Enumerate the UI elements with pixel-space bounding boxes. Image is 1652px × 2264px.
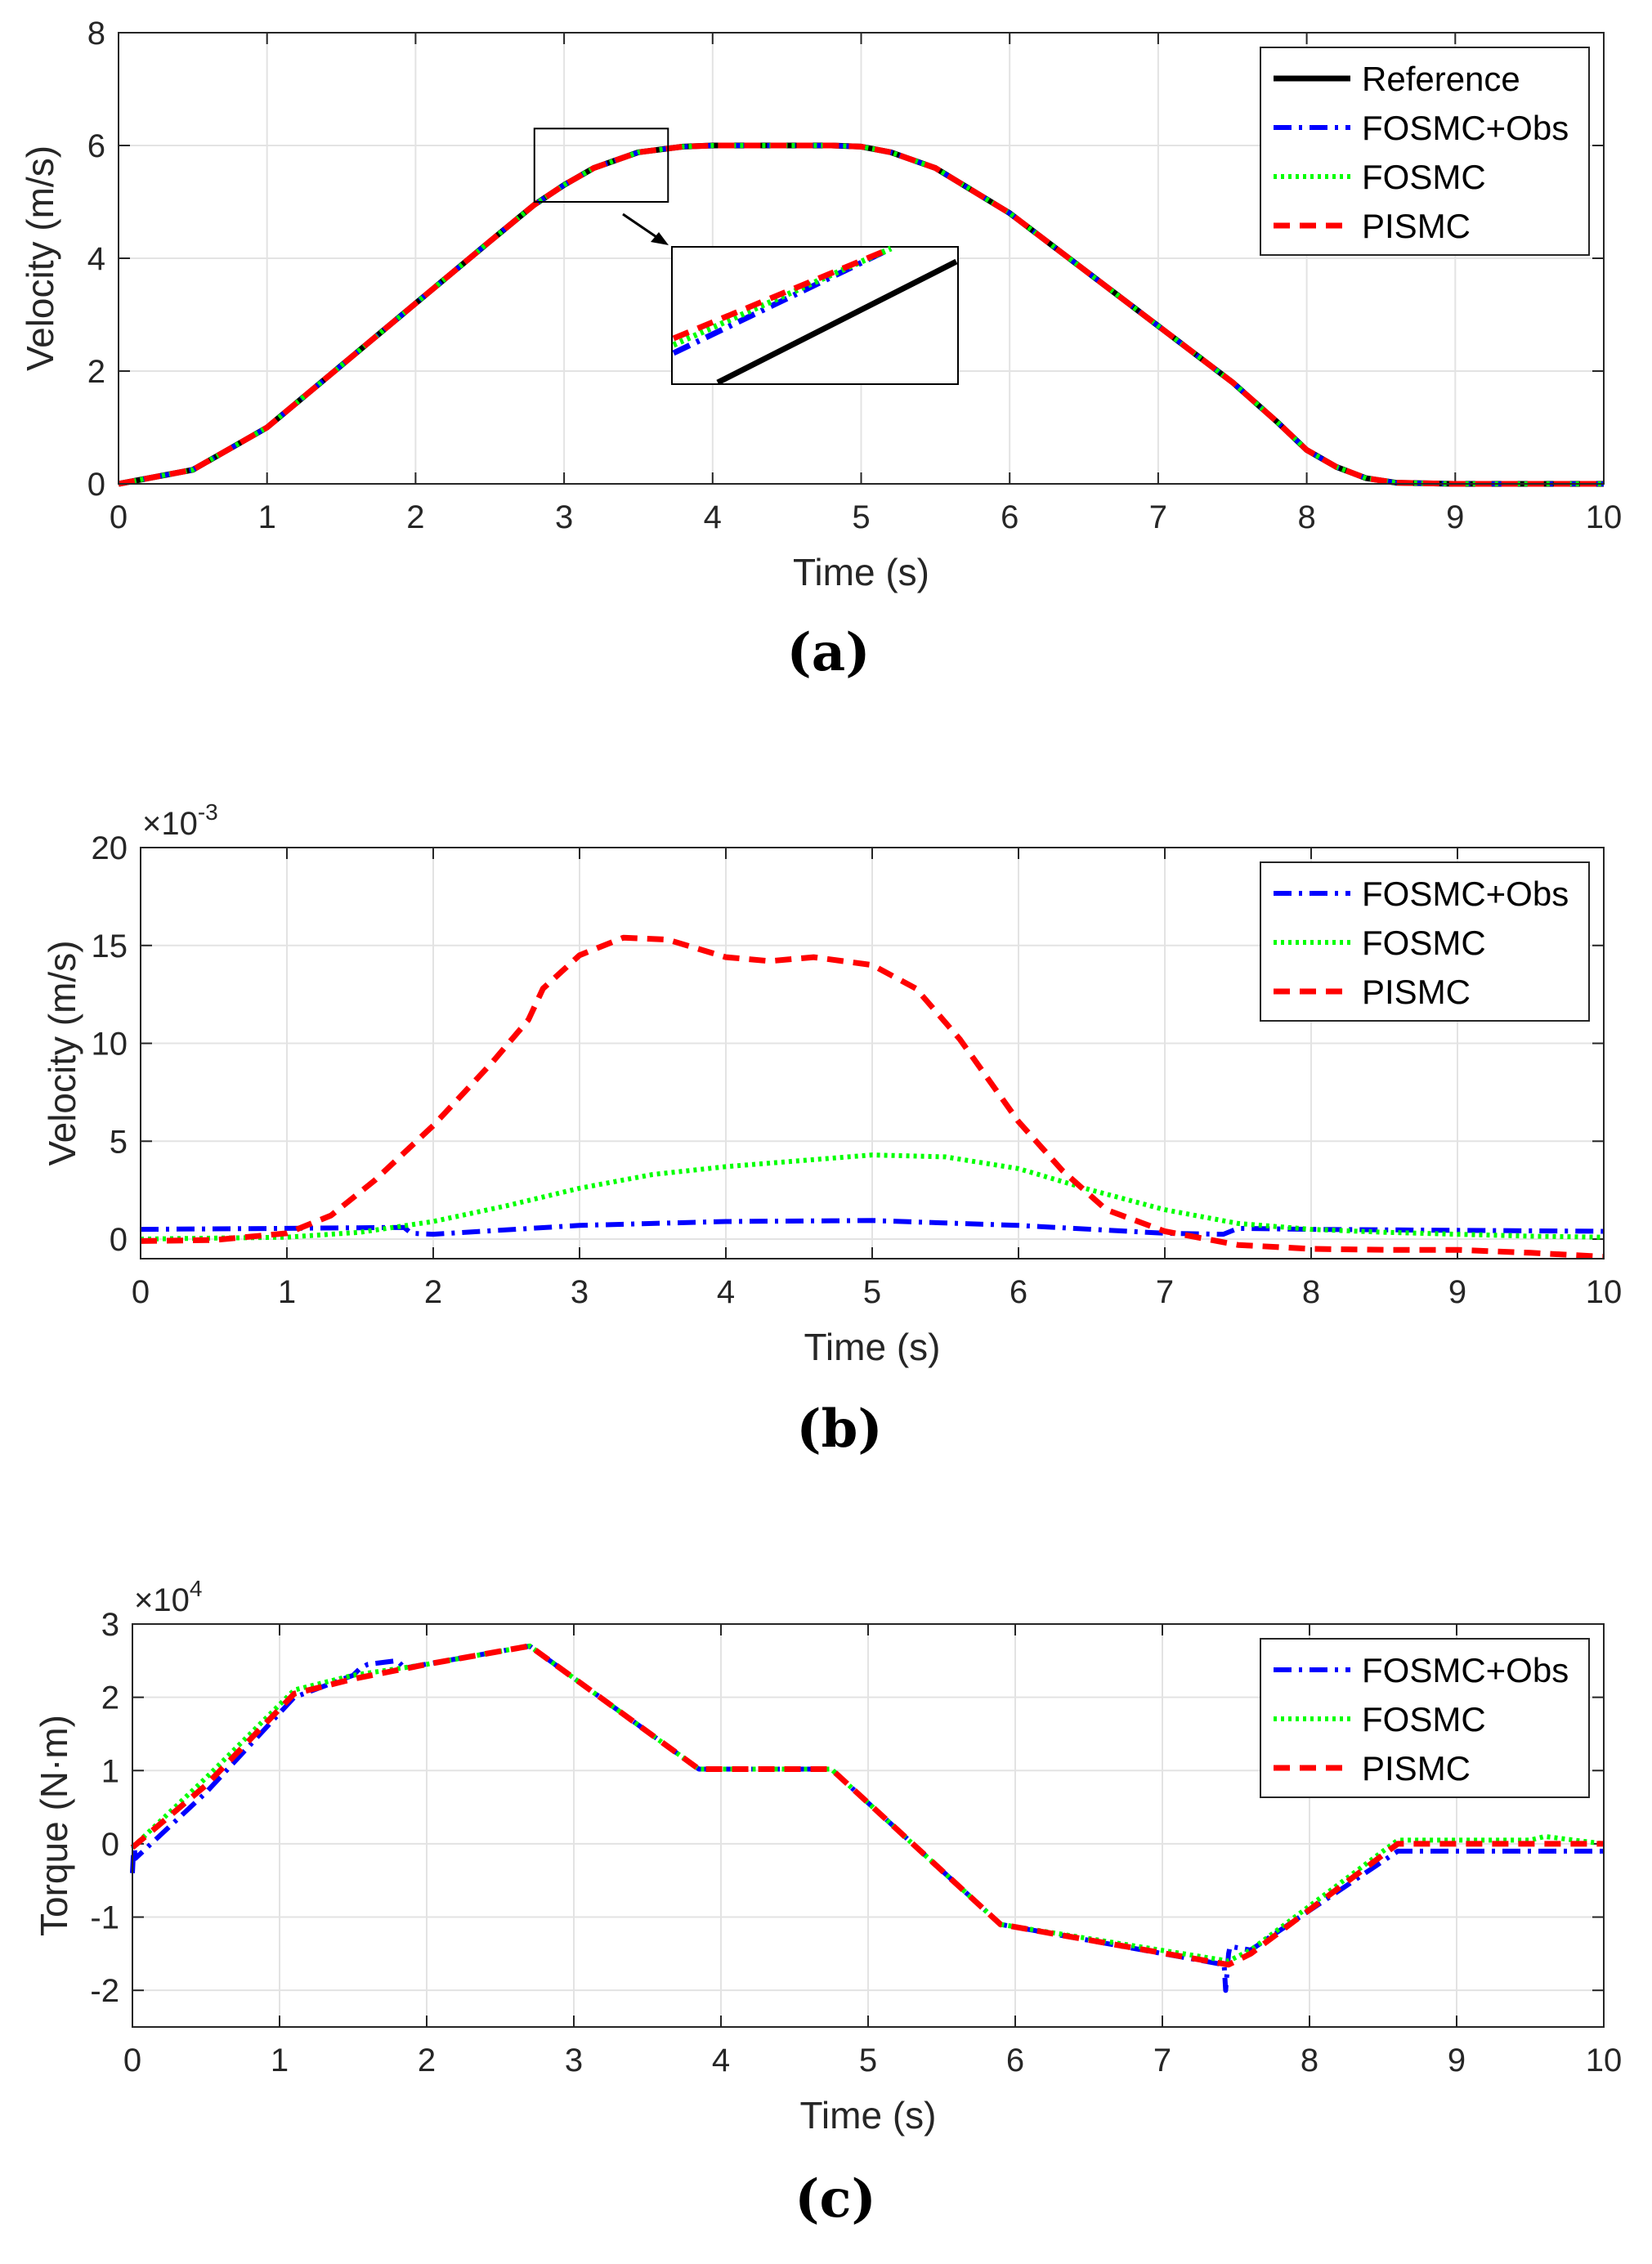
legend-label: FOSMC xyxy=(1362,924,1486,962)
zoom-source-box xyxy=(533,128,669,203)
legend-label: FOSMC+Obs xyxy=(1362,109,1569,147)
y-tick-label: 6 xyxy=(87,128,105,164)
legend-label: PISMC xyxy=(1362,207,1471,245)
y-tick-label: -2 xyxy=(90,1973,119,2009)
x-tick-label: 1 xyxy=(271,2043,289,2078)
y-tick-label: 1 xyxy=(101,1753,119,1789)
y-tick-label: 8 xyxy=(87,16,105,51)
figure-caption: (b) xyxy=(796,1398,882,1460)
y-tick-label: 4 xyxy=(87,241,105,277)
series-pismc xyxy=(140,934,1605,1260)
x-tick-label: 8 xyxy=(1301,2043,1318,2078)
x-tick-label: 10 xyxy=(1586,2043,1623,2078)
x-tick-label: 9 xyxy=(1446,499,1464,535)
x-axis-label: Time (s) xyxy=(793,551,929,593)
x-tick-label: 10 xyxy=(1586,1274,1623,1310)
y-tick-label: 2 xyxy=(87,354,105,390)
x-tick-label: 4 xyxy=(717,1274,735,1310)
y-axis-label: Velocity (m/s) xyxy=(19,145,61,371)
y-tick-label: 3 xyxy=(101,1607,119,1643)
zoom-arrow-head xyxy=(651,232,669,245)
x-tick-label: 7 xyxy=(1156,1274,1174,1310)
legend-box xyxy=(1260,1638,1590,1798)
x-tick-label: 9 xyxy=(1448,1274,1466,1310)
legend-label: PISMC xyxy=(1362,973,1471,1011)
y-axis-label: Velocity (m/s) xyxy=(41,940,83,1166)
x-tick-label: 4 xyxy=(704,499,722,535)
y-tick-label: -1 xyxy=(90,1900,119,1936)
x-tick-label: 9 xyxy=(1448,2043,1466,2078)
x-tick-label: 2 xyxy=(418,2043,436,2078)
x-axis-label: Time (s) xyxy=(800,2094,937,2136)
x-tick-label: 1 xyxy=(258,499,276,535)
series-fosmc-obs xyxy=(130,1643,1604,1993)
x-axis-label: Time (s) xyxy=(804,1326,941,1368)
x-tick-label: 4 xyxy=(712,2043,730,2078)
legend-label: FOSMC+Obs xyxy=(1362,1651,1569,1689)
y-tick-label: 10 xyxy=(92,1027,128,1063)
chart-a: 0 1 2 3 4 5 6 7 8 9 10 0 2 4 6 8 Time (s) Velocity (m/s) R… xyxy=(19,16,1622,683)
x-tick-label: 10 xyxy=(1586,499,1623,535)
figure-caption: (a) xyxy=(786,622,870,683)
axes-box xyxy=(118,32,1605,485)
y-axis-label: Torque (N·m) xyxy=(33,1715,75,1936)
figure-caption: (c) xyxy=(795,2168,876,2230)
y-tick-label: 15 xyxy=(92,928,128,964)
y-tick-label: 0 xyxy=(101,1827,119,1863)
zoom-inset xyxy=(671,246,959,385)
legend-label: FOSMC+Obs xyxy=(1362,875,1569,913)
chart-c: 0 1 2 3 4 5 6 7 8 9 10 -2 -1 0 1 2 3 ×104 Time (s) Torque (… xyxy=(33,1576,1622,2230)
chart-b: 0 1 2 3 4 5 6 7 8 9 10 0 5 10 15 20 ×10-3 Time (s) Velocit… xyxy=(41,799,1622,1460)
inset-series-pismc xyxy=(672,245,893,342)
axes-box xyxy=(140,847,1605,1260)
x-tick-label: 8 xyxy=(1297,499,1315,535)
inset-series-fosmc xyxy=(672,245,893,348)
x-tick-label: 6 xyxy=(1010,1274,1027,1310)
x-tick-label: 0 xyxy=(132,1274,150,1310)
y-tick-label: 0 xyxy=(87,467,105,503)
series-fosmc xyxy=(140,1152,1605,1242)
axis-exponent: ×10-3 xyxy=(142,799,218,842)
axis-exponent: ×104 xyxy=(134,1576,202,1618)
legend-box xyxy=(1260,47,1590,256)
x-tick-label: 6 xyxy=(1001,499,1019,535)
x-tick-label: 8 xyxy=(1302,1274,1320,1310)
series-pismc xyxy=(130,1643,1604,1968)
y-tick-label: 20 xyxy=(92,830,128,866)
x-tick-label: 5 xyxy=(863,1274,881,1310)
legend-box xyxy=(1260,861,1590,1022)
legend-label: Reference xyxy=(1362,60,1520,98)
x-tick-label: 0 xyxy=(110,499,128,535)
x-tick-label: 5 xyxy=(859,2043,877,2078)
inset-series-fosmc-obs xyxy=(672,245,893,356)
axes-box xyxy=(132,1623,1605,2028)
x-tick-label: 2 xyxy=(406,499,424,535)
y-tick-label: 5 xyxy=(110,1124,128,1160)
legend-label: FOSMC xyxy=(1362,158,1486,196)
x-tick-label: 3 xyxy=(571,1274,589,1310)
y-tick-label: 2 xyxy=(101,1680,119,1716)
x-tick-label: 3 xyxy=(565,2043,583,2078)
x-tick-label: 7 xyxy=(1149,499,1167,535)
series-fosmc-obs xyxy=(140,1218,1605,1237)
x-tick-label: 3 xyxy=(555,499,573,535)
x-tick-label: 7 xyxy=(1153,2043,1171,2078)
inset-series-reference xyxy=(716,258,958,386)
legend-label: PISMC xyxy=(1362,1749,1471,1787)
x-tick-label: 6 xyxy=(1006,2043,1024,2078)
x-tick-label: 2 xyxy=(424,1274,442,1310)
y-tick-label: 0 xyxy=(110,1222,128,1258)
x-tick-label: 0 xyxy=(123,2043,141,2078)
series-pismc xyxy=(118,142,1604,487)
legend-label: FOSMC xyxy=(1362,1700,1486,1738)
x-tick-label: 5 xyxy=(852,499,870,535)
x-tick-label: 1 xyxy=(278,1274,296,1310)
